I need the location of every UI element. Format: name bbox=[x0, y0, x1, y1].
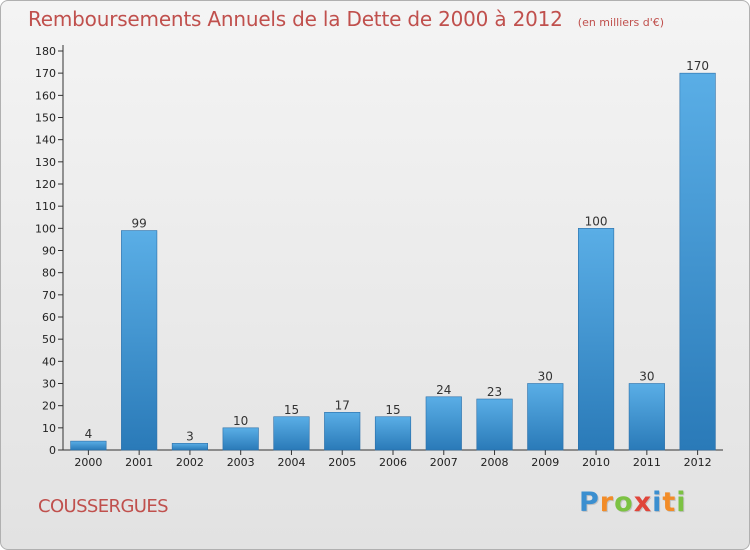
y-tick-label: 180 bbox=[35, 45, 56, 58]
bar-2005 bbox=[324, 412, 361, 451]
data-label-2007: 24 bbox=[436, 383, 451, 397]
commune-name: COUSSERGUES bbox=[38, 496, 169, 517]
logo-letter: o bbox=[614, 487, 634, 518]
data-label-2009: 30 bbox=[538, 370, 553, 384]
chart-title-row: Remboursements Annuels de la Dette de 20… bbox=[28, 7, 664, 31]
x-tick-label: 2000 bbox=[74, 456, 102, 469]
bar-2003 bbox=[222, 427, 259, 451]
logo-letter: x bbox=[633, 487, 653, 518]
bar-2004 bbox=[273, 416, 310, 451]
x-tick-label: 2010 bbox=[582, 456, 610, 469]
y-tick-label: 20 bbox=[42, 400, 56, 413]
bar-2000 bbox=[70, 440, 107, 451]
y-tick-label: 120 bbox=[35, 178, 56, 191]
data-label-2001: 99 bbox=[132, 217, 147, 231]
y-tick-label: 30 bbox=[42, 378, 56, 391]
x-tick-label: 2009 bbox=[531, 456, 559, 469]
x-tick-label: 2004 bbox=[277, 456, 305, 469]
y-tick-label: 60 bbox=[42, 311, 56, 324]
y-axis: 0 10 20 30 40 50 60 70 80 90 100 110 120 130 140 150 160… bbox=[35, 45, 64, 457]
logo-letter: t bbox=[662, 487, 677, 518]
data-label-2011: 30 bbox=[639, 370, 654, 384]
y-tick-label: 140 bbox=[35, 134, 56, 147]
bar-2006 bbox=[374, 416, 412, 451]
data-label-2002: 3 bbox=[186, 429, 194, 443]
data-label-2000: 4 bbox=[85, 427, 93, 441]
logo-letter: i bbox=[652, 487, 663, 518]
y-tick-label: 90 bbox=[42, 245, 56, 258]
y-tick-label: 130 bbox=[35, 156, 56, 169]
bars bbox=[70, 72, 716, 451]
y-tick-label: 110 bbox=[35, 200, 56, 213]
x-axis: 2000 2001 2002 2003 2004 2005 2006 2007 2008 2009… bbox=[63, 449, 723, 469]
bar-2010 bbox=[578, 228, 615, 451]
y-tick-label: 10 bbox=[42, 422, 56, 435]
bar-2007 bbox=[425, 396, 462, 451]
logo-letter: P bbox=[579, 487, 600, 518]
x-tick-label: 2006 bbox=[379, 456, 407, 469]
x-tick-label: 2008 bbox=[481, 456, 509, 469]
y-tick-label: 50 bbox=[42, 333, 56, 346]
data-label-2012: 170 bbox=[686, 59, 709, 73]
y-tick-label: 160 bbox=[35, 89, 56, 102]
data-label-2008: 23 bbox=[487, 385, 502, 399]
y-tick-label: 150 bbox=[35, 112, 56, 125]
y-tick-label: 170 bbox=[35, 67, 56, 80]
bar-2011 bbox=[628, 383, 665, 451]
bar-2009 bbox=[527, 383, 564, 451]
data-label-2006: 15 bbox=[385, 403, 400, 417]
x-tick-label: 2005 bbox=[328, 456, 356, 469]
data-label-2004: 15 bbox=[284, 403, 299, 417]
x-tick-label: 2011 bbox=[633, 456, 661, 469]
x-tick-label: 2003 bbox=[227, 456, 255, 469]
data-label-2003: 10 bbox=[233, 414, 248, 428]
y-tick-label: 80 bbox=[42, 267, 56, 280]
chart-unit-note: (en milliers d'€) bbox=[577, 16, 665, 29]
bar-2002 bbox=[171, 443, 208, 451]
bar-2012 bbox=[679, 72, 716, 451]
y-tick-label: 40 bbox=[42, 355, 56, 368]
logo-letter: i bbox=[676, 487, 687, 518]
x-tick-label: 2001 bbox=[125, 456, 153, 469]
x-tick-label: 2012 bbox=[684, 456, 712, 469]
bar-2001 bbox=[121, 230, 158, 451]
data-label-2005: 17 bbox=[335, 398, 350, 412]
logo-letter: r bbox=[599, 487, 615, 518]
data-labels: 4 99 3 10 15 17 15 24 23 30 100 30 170 bbox=[85, 59, 710, 443]
y-tick-label: 0 bbox=[49, 444, 56, 457]
chart-title: Remboursements Annuels de la Dette de 20… bbox=[28, 7, 563, 31]
bar-2008 bbox=[476, 398, 513, 451]
y-tick-label: 100 bbox=[35, 222, 56, 235]
y-tick-label: 70 bbox=[42, 289, 56, 302]
data-label-2010: 100 bbox=[585, 214, 608, 228]
x-tick-label: 2002 bbox=[176, 456, 204, 469]
proxiti-logo: Proxiti bbox=[579, 487, 687, 518]
x-tick-label: 2007 bbox=[430, 456, 458, 469]
